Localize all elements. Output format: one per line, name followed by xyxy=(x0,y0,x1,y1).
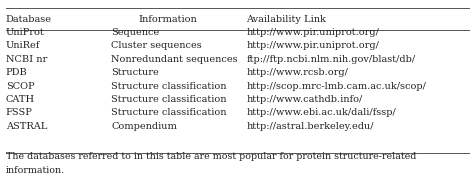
Text: http://www.pir.uniprot.org/: http://www.pir.uniprot.org/ xyxy=(246,41,379,50)
Text: ftp://ftp.ncbi.nlm.nih.gov/blast/db/: ftp://ftp.ncbi.nlm.nih.gov/blast/db/ xyxy=(246,55,416,64)
Text: http://astral.berkeley.edu/: http://astral.berkeley.edu/ xyxy=(246,122,374,131)
Text: CATH: CATH xyxy=(6,95,35,104)
Text: Structure classification: Structure classification xyxy=(111,95,227,104)
Text: http://www.cathdb.info/: http://www.cathdb.info/ xyxy=(246,95,363,104)
Text: Nonredundant sequences: Nonredundant sequences xyxy=(111,55,238,64)
Text: Structure classification: Structure classification xyxy=(111,108,227,117)
Text: FSSP: FSSP xyxy=(6,108,33,117)
Text: http://www.pir.uniprot.org/: http://www.pir.uniprot.org/ xyxy=(246,28,379,37)
Text: Cluster sequences: Cluster sequences xyxy=(111,41,202,50)
Text: Structure: Structure xyxy=(111,68,159,77)
Text: http://www.ebi.ac.uk/dali/fssp/: http://www.ebi.ac.uk/dali/fssp/ xyxy=(246,108,396,117)
Text: Sequence: Sequence xyxy=(111,28,160,37)
Text: Information: Information xyxy=(139,14,198,24)
Text: SCOP: SCOP xyxy=(6,82,34,91)
Text: Database: Database xyxy=(6,14,52,24)
Text: UniProt: UniProt xyxy=(6,28,45,37)
Text: UniRef: UniRef xyxy=(6,41,40,50)
Text: The databases referred to in this table are most popular for protein structure-r: The databases referred to in this table … xyxy=(6,152,416,161)
Text: ASTRAL: ASTRAL xyxy=(6,122,47,131)
Text: Availability Link: Availability Link xyxy=(246,14,327,24)
Text: NCBI nr: NCBI nr xyxy=(6,55,47,64)
Text: Compendium: Compendium xyxy=(111,122,177,131)
Text: PDB: PDB xyxy=(6,68,27,77)
Text: http://scop.mrc-lmb.cam.ac.uk/scop/: http://scop.mrc-lmb.cam.ac.uk/scop/ xyxy=(246,82,426,91)
Text: http://www.rcsb.org/: http://www.rcsb.org/ xyxy=(246,68,348,77)
Text: Structure classification: Structure classification xyxy=(111,82,227,91)
Text: information.: information. xyxy=(6,166,65,175)
